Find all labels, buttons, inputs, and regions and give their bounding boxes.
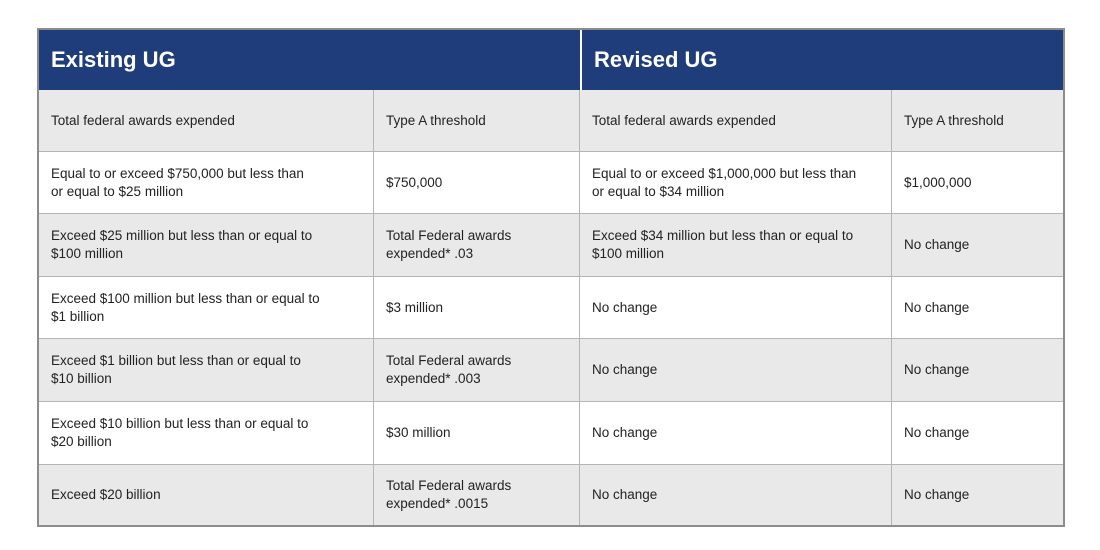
cell-text: No change	[904, 425, 970, 440]
table-cell: Total Federal awards expended* .003	[374, 339, 580, 402]
cell-text: expended* .003	[386, 371, 481, 386]
cell-text: Exceed $34 million but less than or equa…	[592, 228, 854, 243]
cell-text: Exceed $20 billion	[51, 487, 161, 502]
column-header-text: Type A threshold	[386, 112, 486, 128]
cell-text: Total Federal awards	[386, 478, 512, 493]
cell-text: No change	[904, 487, 970, 502]
column-header: Type A threshold	[892, 90, 1063, 152]
cell-text: Equal to or exceed $750,000 but less tha…	[51, 165, 304, 181]
table-cell: No change	[892, 402, 1063, 465]
table-cell: No change	[580, 277, 892, 339]
cell-text: Exceed $100 million but less than or equ…	[51, 290, 320, 306]
table-cell: No change	[580, 465, 892, 525]
table-cell: Total Federal awards expended* .03	[374, 214, 580, 277]
table-cell: Exceed $25 million but less than or equa…	[39, 214, 374, 277]
cell-text: No change	[592, 299, 658, 315]
column-header: Type A threshold	[374, 90, 580, 152]
table-cell: Exceed $10 billion but less than or equa…	[39, 402, 374, 465]
table-cell: $30 million	[374, 402, 580, 465]
table-cell: Exceed $20 billion	[39, 465, 374, 525]
table-cell: Equal to or exceed $750,000 but less tha…	[39, 152, 374, 214]
column-header-text: Total federal awards expended	[592, 112, 776, 128]
column-header-text: Type A threshold	[904, 112, 1004, 128]
cell-text: Total Federal awards	[386, 353, 512, 368]
threshold-table: Existing UG Revised UG Total federal award…	[37, 28, 1065, 527]
group-header: Revised UG	[580, 30, 1063, 90]
table-cell: No change	[892, 277, 1063, 339]
table-cell: Equal to or exceed $1,000,000 but less t…	[580, 152, 892, 214]
cell-text: No change	[904, 362, 970, 377]
cell-text: Equal to or exceed $1,000,000 but less t…	[592, 165, 857, 181]
cell-text: or equal to $34 million	[592, 183, 725, 199]
cell-text: Exceed $25 million but less than or equa…	[51, 228, 313, 243]
cell-text: $30 million	[386, 425, 451, 440]
cell-text: No change	[592, 362, 658, 377]
cell-text: $20 billion	[51, 434, 112, 449]
column-header: Total federal awards expended	[580, 90, 892, 152]
cell-text: $1,000,000	[904, 174, 972, 190]
cell-text: or equal to $25 million	[51, 183, 184, 199]
table-cell: Exceed $1 billion but less than or equal…	[39, 339, 374, 402]
cell-text: No change	[904, 299, 970, 315]
table-cell: No change	[580, 402, 892, 465]
table-cell: Total Federal awards expended* .0015	[374, 465, 580, 525]
cell-text: $10 billion	[51, 371, 112, 386]
group-header: Existing UG	[39, 30, 580, 90]
cell-text: $100 million	[592, 246, 665, 261]
cell-text: expended* .03	[386, 246, 474, 261]
table-cell: Exceed $100 million but less than or equ…	[39, 277, 374, 339]
cell-text: $100 million	[51, 246, 124, 261]
table-cell: Exceed $34 million but less than or equa…	[580, 214, 892, 277]
table-cell: No change	[892, 339, 1063, 402]
cell-text: $3 million	[386, 299, 444, 315]
cell-text: No change	[904, 237, 970, 252]
cell-text: $1 billion	[51, 308, 105, 324]
table-cell: No change	[892, 214, 1063, 277]
cell-text: Exceed $10 billion but less than or equa…	[51, 416, 309, 431]
column-header: Total federal awards expended	[39, 90, 374, 152]
table-cell: $3 million	[374, 277, 580, 339]
cell-text: No change	[592, 425, 658, 440]
table-cell: $750,000	[374, 152, 580, 214]
cell-text: expended* .0015	[386, 496, 489, 511]
table-cell: No change	[580, 339, 892, 402]
cell-text: Total Federal awards	[386, 228, 512, 243]
cell-text: Exceed $1 billion but less than or equal…	[51, 353, 301, 368]
table-cell: $1,000,000	[892, 152, 1063, 214]
table-cell: No change	[892, 465, 1063, 525]
column-header-text: Total federal awards expended	[51, 112, 235, 128]
cell-text: $750,000	[386, 174, 443, 190]
cell-text: No change	[592, 487, 658, 502]
